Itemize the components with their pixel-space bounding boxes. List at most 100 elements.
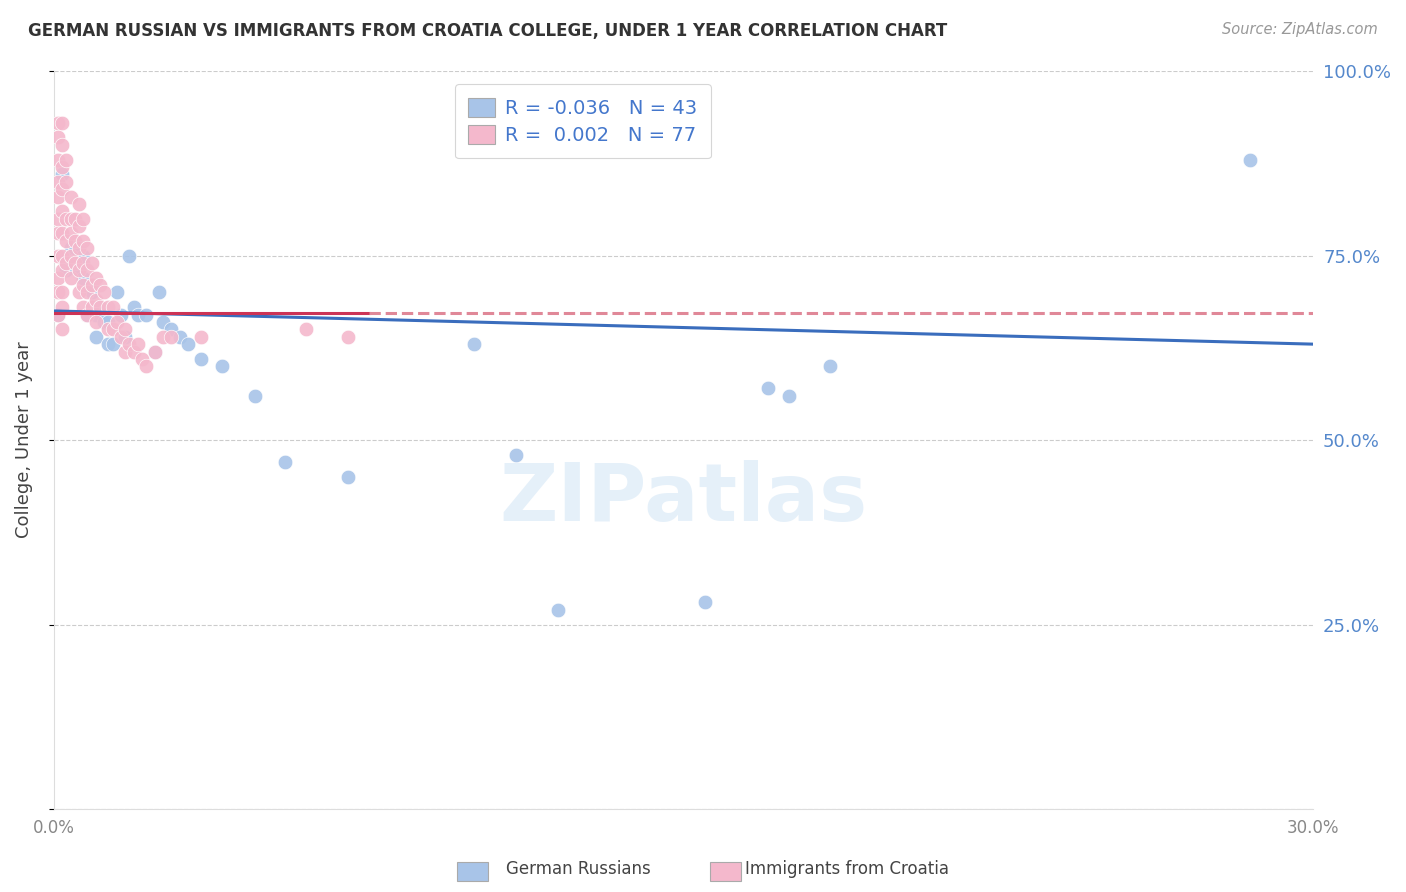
Point <box>55 153 77 167</box>
Point <box>245 389 267 403</box>
Point <box>190 330 212 344</box>
Point <box>160 330 183 344</box>
Point <box>84 330 107 344</box>
Point <box>505 448 527 462</box>
Point <box>89 300 111 314</box>
Point <box>76 263 98 277</box>
Point <box>67 241 90 255</box>
Point <box>693 595 716 609</box>
Point <box>51 204 73 219</box>
Point <box>152 315 174 329</box>
Point <box>63 256 86 270</box>
Point <box>160 322 183 336</box>
Point <box>80 278 103 293</box>
Point <box>51 168 73 182</box>
Point <box>63 234 86 248</box>
Point <box>105 315 128 329</box>
Point <box>59 227 82 241</box>
Legend: R = -0.036   N = 43, R =  0.002   N = 77: R = -0.036 N = 43, R = 0.002 N = 77 <box>454 85 711 159</box>
Point <box>1239 153 1261 167</box>
Point <box>46 308 69 322</box>
Point <box>51 263 73 277</box>
Point <box>46 153 69 167</box>
Point <box>122 300 145 314</box>
Point <box>97 322 120 336</box>
Point <box>51 300 73 314</box>
Point <box>72 234 94 248</box>
Point <box>51 322 73 336</box>
Point <box>135 308 157 322</box>
Point <box>46 189 69 203</box>
Point <box>46 270 69 285</box>
Point <box>72 211 94 226</box>
Point <box>118 249 141 263</box>
Point <box>84 308 107 322</box>
Point <box>97 337 120 351</box>
Point <box>105 285 128 300</box>
Point <box>135 359 157 374</box>
Point <box>336 470 359 484</box>
Point <box>51 182 73 196</box>
Point <box>80 256 103 270</box>
Point <box>76 308 98 322</box>
Point <box>101 337 124 351</box>
Point <box>59 270 82 285</box>
Point <box>114 344 136 359</box>
Point <box>152 330 174 344</box>
Point <box>80 285 103 300</box>
Point <box>46 285 69 300</box>
Point <box>51 160 73 174</box>
Point <box>101 322 124 336</box>
Point <box>211 359 233 374</box>
Point <box>84 315 107 329</box>
Point <box>46 227 69 241</box>
Point <box>67 219 90 233</box>
Text: GERMAN RUSSIAN VS IMMIGRANTS FROM CROATIA COLLEGE, UNDER 1 YEAR CORRELATION CHAR: GERMAN RUSSIAN VS IMMIGRANTS FROM CROATI… <box>28 22 948 40</box>
Text: Source: ZipAtlas.com: Source: ZipAtlas.com <box>1222 22 1378 37</box>
Point <box>72 256 94 270</box>
Point <box>274 455 297 469</box>
Point <box>55 256 77 270</box>
Point <box>93 315 115 329</box>
Point <box>778 389 800 403</box>
Point <box>127 337 149 351</box>
Point <box>67 197 90 211</box>
Point <box>67 285 90 300</box>
Point <box>148 285 170 300</box>
Point <box>51 116 73 130</box>
Point <box>177 337 200 351</box>
Point <box>131 351 153 366</box>
Point <box>118 337 141 351</box>
Point <box>67 263 90 277</box>
Point <box>110 330 132 344</box>
Point <box>72 300 94 314</box>
Point <box>59 241 82 255</box>
Point <box>72 270 94 285</box>
Point <box>67 263 90 277</box>
Point <box>51 227 73 241</box>
Point <box>46 249 69 263</box>
Point <box>93 285 115 300</box>
Point <box>169 330 191 344</box>
Point <box>72 249 94 263</box>
Text: German Russians: German Russians <box>506 860 651 878</box>
Point <box>72 278 94 293</box>
Point <box>63 241 86 255</box>
Point <box>46 130 69 145</box>
Point <box>59 189 82 203</box>
Point <box>76 241 98 255</box>
Point <box>51 249 73 263</box>
Point <box>190 351 212 366</box>
Y-axis label: College, Under 1 year: College, Under 1 year <box>15 342 32 539</box>
Point <box>122 344 145 359</box>
Point <box>55 175 77 189</box>
Point <box>820 359 842 374</box>
Text: Immigrants from Croatia: Immigrants from Croatia <box>745 860 949 878</box>
Point <box>76 308 98 322</box>
Point <box>756 381 779 395</box>
Point <box>80 300 103 314</box>
Point <box>46 175 69 189</box>
Point <box>110 308 132 322</box>
Point <box>59 211 82 226</box>
Point <box>84 270 107 285</box>
